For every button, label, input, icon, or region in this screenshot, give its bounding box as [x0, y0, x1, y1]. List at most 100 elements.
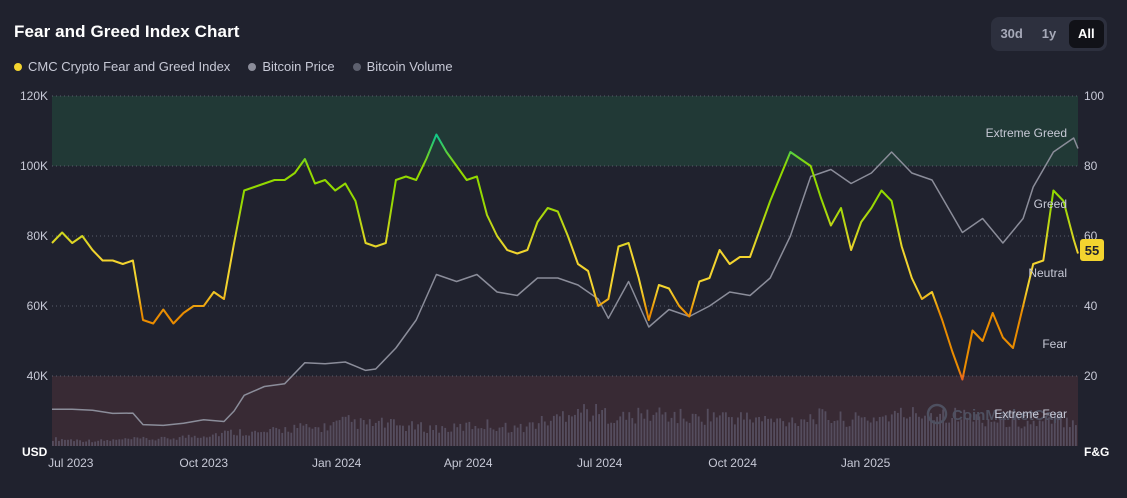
volume-bar [824, 411, 827, 446]
volume-bar [1005, 427, 1008, 446]
volume-bar [607, 423, 610, 446]
volume-bar [727, 417, 730, 446]
volume-bar [483, 429, 486, 446]
volume-bar [1014, 416, 1017, 446]
volume-bar [302, 425, 305, 446]
volume-bar [136, 437, 139, 446]
x-axis: Jul 2023 Oct 2023 Jan 2024 Apr 2024 Jul 2024… [48, 456, 890, 470]
volume-bar [326, 430, 329, 446]
volume-bar [746, 412, 748, 446]
volume-bar [58, 440, 60, 446]
volume-bar [616, 420, 619, 446]
volume-bar [549, 420, 552, 446]
zone-label-greed: Greed [1034, 197, 1067, 211]
volume-bar [752, 422, 754, 446]
volume-bar [525, 426, 528, 446]
volume-bar [305, 424, 308, 446]
volume-bar [577, 409, 579, 446]
volume-bar [809, 414, 812, 446]
volume-bar [558, 416, 561, 446]
volume-bar [254, 430, 256, 446]
volume-bar [1056, 416, 1059, 446]
legend-label-bitcoin-price: Bitcoin Price [262, 59, 335, 74]
volume-bar [794, 423, 797, 446]
volume-bar [773, 422, 776, 446]
zone-label-extreme-fear: Extreme Fear [994, 407, 1067, 421]
left-tick-label: 120K [20, 89, 48, 103]
volume-bar [821, 409, 824, 446]
volume-bar [592, 415, 594, 446]
volume-bar [115, 439, 118, 446]
volume-bar [761, 421, 763, 446]
volume-bar [498, 427, 501, 446]
volume-bar [737, 417, 739, 446]
volume-bar [887, 421, 890, 446]
volume-bar [927, 416, 929, 446]
left-tick-label: 60K [27, 299, 48, 313]
volume-bar [730, 417, 733, 446]
volume-bar [915, 413, 917, 446]
volume-bar [450, 431, 453, 446]
volume-bar [598, 414, 600, 446]
volume-bar [640, 413, 643, 446]
legend-item-fear-greed[interactable]: CMC Crypto Fear and Greed Index [14, 59, 230, 74]
volume-bar [601, 410, 604, 446]
volume-bar [1068, 427, 1071, 446]
volume-bar [278, 429, 281, 446]
volume-bar [637, 407, 640, 446]
volume-bar [942, 409, 945, 446]
volume-bar [939, 413, 941, 446]
volume-bar [661, 414, 664, 446]
volume-bar [441, 426, 444, 446]
volume-bar [682, 418, 685, 446]
volume-bar [97, 440, 100, 446]
range-30d-button[interactable]: 30d [1000, 26, 1023, 41]
volume-bar [88, 439, 91, 446]
volume-bar [118, 439, 121, 446]
volume-bar [972, 421, 975, 446]
volume-bar [649, 420, 652, 446]
volume-bar [595, 404, 597, 446]
volume-bar [411, 421, 413, 446]
volume-bar [839, 411, 842, 446]
volume-bar [1032, 420, 1035, 446]
left-tick-label: 40K [27, 369, 48, 383]
right-tick-label: 40 [1084, 299, 1098, 313]
volume-bar [676, 423, 679, 446]
volume-bar [779, 418, 782, 446]
volume-bar [435, 425, 438, 446]
volume-bar [504, 422, 507, 446]
volume-bar [788, 422, 791, 446]
range-1y-button[interactable]: 1y [1041, 26, 1057, 41]
volume-bar [368, 419, 371, 446]
volume-bar [679, 408, 682, 446]
volume-bar [67, 439, 69, 446]
volume-bar [299, 423, 302, 446]
volume-bar [546, 425, 549, 446]
volume-bar [459, 423, 462, 446]
volume-bar [652, 414, 655, 446]
volume-bar [1038, 420, 1041, 446]
volume-bar [362, 420, 365, 446]
volume-bar [715, 417, 718, 446]
x-tick-label: Oct 2023 [179, 456, 228, 470]
extreme-greed-zone [52, 96, 1078, 166]
volume-bar [1017, 426, 1020, 446]
legend-item-bitcoin-volume[interactable]: Bitcoin Volume [352, 59, 453, 74]
gridlines [52, 95, 1078, 377]
volume-bar [64, 439, 66, 446]
volume-bar [954, 407, 957, 446]
volume-bar [709, 421, 712, 446]
volume-bar [492, 429, 495, 446]
right-tick-label: 20 [1084, 369, 1098, 383]
volume-bar [169, 439, 172, 446]
legend-item-bitcoin-price[interactable]: Bitcoin Price [248, 59, 335, 74]
volume-bar [534, 428, 537, 446]
volume-bar [857, 415, 860, 446]
range-all-button[interactable]: All [1068, 20, 1104, 48]
volume-bar [426, 433, 428, 446]
left-tick-label: 100K [20, 159, 48, 173]
volume-bar [703, 424, 706, 446]
volume-bar [181, 435, 184, 446]
